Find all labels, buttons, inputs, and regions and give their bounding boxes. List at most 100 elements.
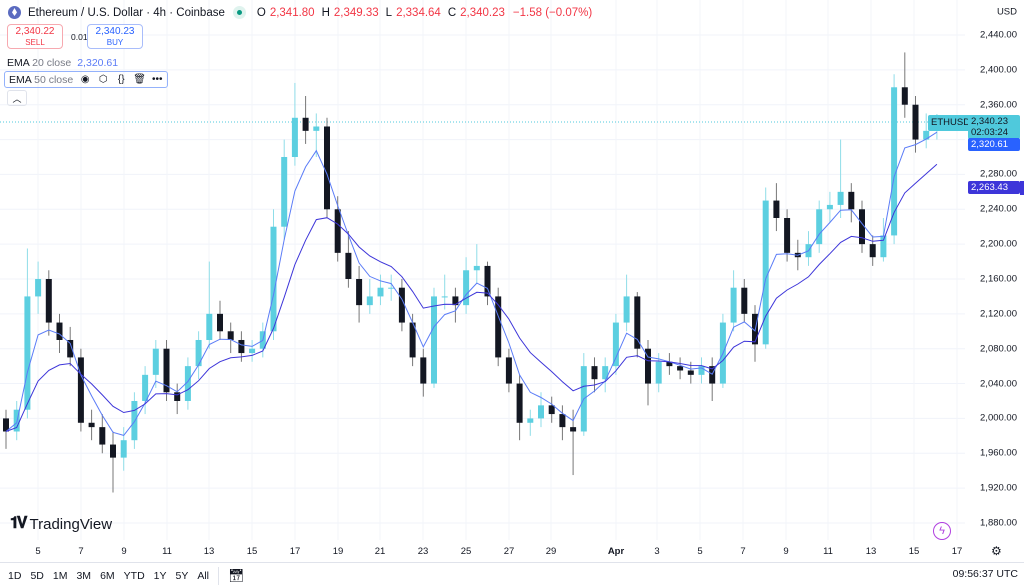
price-label: 2,200.00 bbox=[980, 238, 1017, 250]
eye-icon[interactable]: ◉ bbox=[80, 74, 90, 85]
ema20-badge: 2,320.61 bbox=[968, 138, 1020, 151]
candle-body bbox=[698, 366, 705, 375]
candle-body bbox=[848, 191, 855, 210]
candle-body bbox=[645, 348, 651, 384]
candle-body bbox=[174, 392, 181, 401]
indicator-ema-50[interactable]: EMA 50 close ◉ ⬡ {} 🗑︎ ••• bbox=[4, 71, 169, 88]
time-label: Apr bbox=[607, 546, 625, 557]
ethereum-logo-icon bbox=[8, 6, 21, 19]
buy-label: BUY bbox=[106, 37, 124, 47]
time-label: 17 bbox=[951, 546, 963, 557]
price-label: 2,040.00 bbox=[980, 378, 1017, 390]
candle-body bbox=[495, 296, 502, 358]
candle-body bbox=[677, 366, 684, 371]
candle-body bbox=[302, 117, 309, 131]
candle-body bbox=[923, 130, 930, 140]
price-label: 2,400.00 bbox=[980, 64, 1017, 76]
more-icon[interactable]: ••• bbox=[151, 74, 163, 85]
candle-body bbox=[709, 366, 716, 384]
buy-button[interactable]: 2,340.23 BUY bbox=[87, 24, 143, 49]
indicator-name: EMA bbox=[7, 57, 30, 69]
collapse-legend-button[interactable]: ︿ bbox=[7, 90, 27, 106]
price-label: 1,960.00 bbox=[980, 447, 1017, 459]
range-all[interactable]: All bbox=[197, 569, 210, 582]
candle-body bbox=[45, 278, 52, 323]
range-3m[interactable]: 3M bbox=[76, 569, 92, 582]
sell-label: SELL bbox=[25, 37, 45, 47]
clock-timezone[interactable]: 09:56:37 UTC bbox=[952, 568, 1018, 580]
candle-body bbox=[880, 235, 887, 258]
candle-body bbox=[35, 278, 42, 297]
candle-body bbox=[377, 287, 384, 297]
candle-body bbox=[56, 322, 63, 340]
tradingview-logo[interactable]: 𝟏𝐕 TradingView bbox=[10, 515, 112, 533]
source-code-icon[interactable]: {} bbox=[117, 74, 125, 85]
price-axis[interactable]: USD 2,440.00 2,400.00 2,360.00 2,280.00 2,24… bbox=[965, 0, 1024, 548]
candle-body bbox=[334, 209, 341, 253]
price-chart[interactable] bbox=[0, 0, 965, 548]
candle-body bbox=[687, 370, 694, 375]
last-price: 2,340.23 bbox=[971, 116, 1008, 127]
price-label: 2,120.00 bbox=[980, 308, 1017, 320]
candle-body bbox=[388, 287, 395, 289]
candle-body bbox=[356, 278, 363, 306]
indicator-ema-20[interactable]: EMA 20 close 2,320.61 bbox=[7, 57, 118, 69]
ema50-scale-marker bbox=[1020, 181, 1024, 195]
symbol-title[interactable]: Ethereum / U.S. Dollar · 4h · Coinbase bbox=[28, 6, 225, 19]
ema-20-line bbox=[5, 131, 938, 436]
last-price-badge: 2,340.23 02:03:24 bbox=[968, 115, 1020, 139]
range-1y[interactable]: 1Y bbox=[153, 569, 167, 582]
sell-button[interactable]: 2,340.22 SELL bbox=[7, 24, 63, 49]
indicator-value: 2,320.61 bbox=[77, 57, 119, 69]
close-value: 2,340.23 bbox=[460, 6, 505, 19]
range-1m[interactable]: 1M bbox=[52, 569, 68, 582]
candle-body bbox=[67, 339, 74, 358]
candle-body bbox=[826, 204, 833, 210]
candle-body bbox=[88, 422, 95, 428]
indicator-params: 50 close bbox=[34, 73, 74, 86]
candle-body bbox=[891, 87, 898, 236]
time-label: 5 bbox=[697, 546, 703, 557]
open-value: 2,341.80 bbox=[269, 6, 315, 19]
settings-icon[interactable]: ⬡ bbox=[98, 74, 108, 85]
price-label: 1,920.00 bbox=[980, 482, 1017, 494]
candle-body bbox=[602, 366, 609, 380]
buy-price: 2,340.23 bbox=[95, 25, 135, 37]
time-label: 7 bbox=[740, 546, 746, 557]
time-label: 3 bbox=[654, 546, 660, 557]
candle-body bbox=[912, 104, 919, 140]
candle-body bbox=[313, 126, 320, 131]
spread-value: 0.01 bbox=[71, 32, 88, 42]
trash-icon[interactable]: 🗑︎ bbox=[133, 74, 146, 85]
candle-body bbox=[452, 296, 459, 306]
candle-body bbox=[431, 296, 437, 384]
candle-body bbox=[516, 383, 523, 423]
range-1d[interactable]: 1D bbox=[8, 569, 22, 582]
indicator-params: 20 close bbox=[32, 57, 72, 69]
range-5y[interactable]: 5Y bbox=[175, 569, 189, 582]
currency-label[interactable]: USD bbox=[996, 6, 1017, 18]
time-label: 13 bbox=[865, 546, 877, 557]
change-value: −1.58 (−0.07%) bbox=[512, 6, 593, 19]
open-label: O bbox=[256, 6, 266, 19]
time-label: 11 bbox=[823, 546, 833, 557]
high-value: 2,349.33 bbox=[333, 6, 379, 19]
candle-body bbox=[238, 339, 245, 354]
time-label: 9 bbox=[783, 546, 789, 557]
range-6m[interactable]: 6M bbox=[100, 569, 115, 582]
candle-body bbox=[901, 87, 908, 105]
range-5d[interactable]: 5D bbox=[30, 569, 44, 582]
range-ytd[interactable]: YTD bbox=[123, 569, 145, 582]
candle-body bbox=[163, 348, 170, 393]
candle-body bbox=[816, 209, 823, 245]
sell-price: 2,340.22 bbox=[15, 25, 55, 37]
candle-body bbox=[77, 357, 84, 423]
ema50-badge: 2,263.43 bbox=[968, 181, 1020, 194]
time-label: 29 bbox=[545, 546, 557, 557]
candle-body bbox=[110, 444, 116, 458]
go-to-date-calendar-icon[interactable]: 📅︎ bbox=[228, 567, 245, 583]
time-axis-settings-icon[interactable]: ⚙ bbox=[991, 544, 1002, 558]
candle-body bbox=[463, 270, 470, 306]
lightning-icon[interactable]: ϟ bbox=[933, 522, 951, 540]
candles bbox=[3, 52, 940, 493]
